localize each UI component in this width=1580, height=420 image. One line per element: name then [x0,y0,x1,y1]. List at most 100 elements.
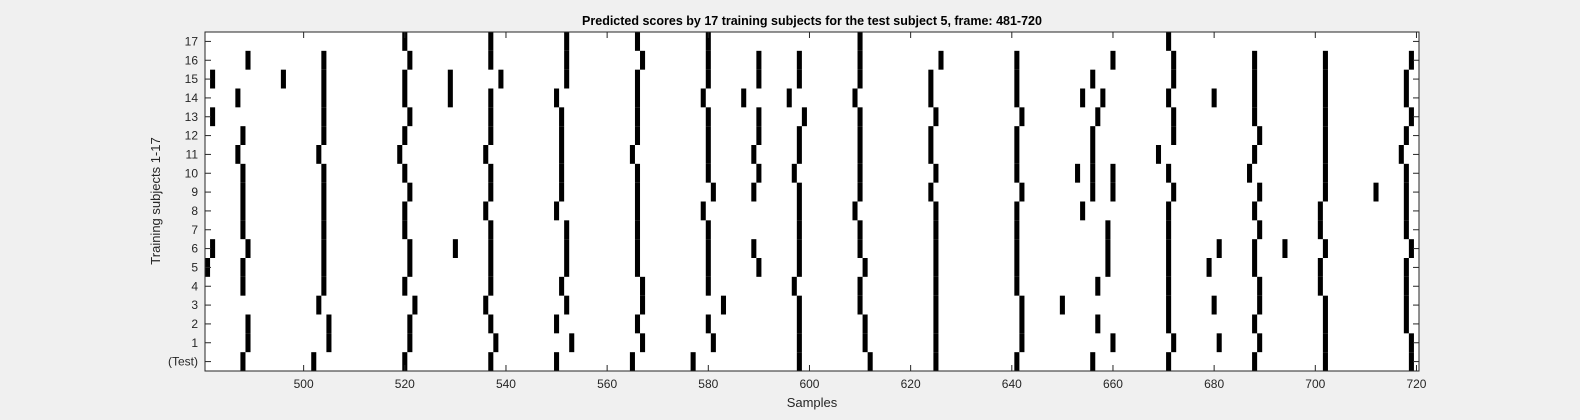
mark-row-11-9 [857,145,863,164]
mark-row-0-9 [933,352,939,371]
mark-row-11-7 [751,145,757,164]
mark-row-8-8 [852,201,858,221]
mark-row-12-14 [1257,126,1263,145]
mark-row-14-9 [786,88,792,108]
mark-row-6-14 [1105,239,1111,258]
mark-row-7-15 [1403,220,1409,240]
mark-row-8-0 [240,201,246,221]
mark-row-0-3 [488,352,494,371]
mark-row-4-10 [1014,276,1020,296]
x-tick-label-2: 540 [496,377,516,391]
mark-row-5-9 [796,258,802,277]
mark-row-7-7 [796,220,802,240]
mark-row-16-15 [1322,50,1328,70]
mark-row-4-1 [321,276,327,296]
mark-row-3-8 [933,295,939,315]
mark-row-6-3 [407,239,413,258]
mark-row-8-7 [796,201,802,221]
y-tick-label-14: 14 [185,91,199,105]
mark-row-0-11 [1090,352,1096,371]
mark-row-10-13 [1090,163,1096,183]
mark-row-1-1 [326,333,332,353]
mark-row-16-8 [796,50,802,70]
mark-row-14-19 [1403,88,1409,108]
mark-row-13-0 [210,107,216,127]
mark-row-15-10 [796,69,802,89]
mark-row-6-19 [1322,239,1328,258]
y-tick-label-17: 17 [185,34,199,48]
y-tick-label-6: 6 [191,242,198,256]
mark-row-17-4 [705,32,711,51]
mark-row-9-12 [1090,182,1096,202]
mark-row-11-12 [1090,145,1096,164]
mark-row-1-10 [1019,333,1025,353]
mark-row-2-11 [1095,314,1101,334]
x-tick-label-11: 720 [1406,377,1426,391]
mark-row-5-15 [1206,258,1212,277]
mark-row-4-5 [640,276,646,296]
mark-row-0-0 [240,352,246,371]
mark-row-3-10 [1059,295,1065,315]
mark-row-10-16 [1247,163,1253,183]
mark-row-13-9 [857,107,863,127]
y-tick-label-8: 8 [191,204,198,218]
mark-row-8-5 [634,201,641,221]
mark-row-12-12 [1090,126,1096,145]
mark-row-2-3 [488,314,494,334]
mark-row-10-1 [321,163,327,183]
mark-row-5-18 [1403,258,1409,277]
mark-row-16-4 [564,50,570,70]
mark-row-13-15 [1322,107,1328,127]
mark-row-10-9 [857,163,863,183]
x-tick-label-10: 700 [1305,377,1325,391]
mark-row-11-16 [1398,145,1404,164]
mark-row-4-15 [1403,276,1409,296]
y-tick-label-16: 16 [185,53,199,67]
y-tick-label-7: 7 [191,223,198,237]
mark-row-9-15 [1257,182,1263,202]
mark-row-2-13 [1252,314,1258,334]
mark-row-9-2 [407,182,413,202]
mark-row-6-5 [488,239,494,258]
mark-row-7-8 [857,220,863,240]
mark-row-16-0 [245,50,251,70]
mark-row-15-0 [210,69,216,89]
mark-row-1-0 [245,333,251,353]
mark-row-0-8 [867,352,873,371]
mark-row-17-3 [634,32,641,51]
mark-row-15-8 [705,69,711,89]
mark-row-16-12 [1110,50,1116,70]
mark-row-11-15 [1322,145,1328,164]
x-tick-label-0: 500 [294,377,314,391]
mark-row-3-0 [316,295,322,315]
mark-row-13-11 [1019,107,1025,127]
mark-row-6-18 [1282,239,1288,258]
mark-row-13-13 [1171,107,1177,127]
mark-row-4-0 [240,276,246,296]
mark-row-11-14 [1252,145,1258,164]
mark-row-6-8 [705,239,711,258]
mark-row-14-16 [1211,88,1217,108]
mark-row-2-15 [1403,314,1409,334]
mark-row-0-2 [402,352,408,371]
mark-row-1-14 [1257,333,1263,353]
mark-row-4-7 [791,276,797,296]
mark-row-14-12 [1014,88,1020,108]
mark-row-12-10 [928,126,934,145]
y-tick-label-12: 12 [185,129,199,143]
mark-row-0-13 [1252,352,1258,371]
mark-row-14-15 [1166,88,1172,108]
x-tick-label-4: 580 [698,377,718,391]
mark-row-11-0 [235,145,241,164]
y-tick-label-2: 2 [191,317,198,331]
x-tick-label-1: 520 [395,377,415,391]
mark-row-13-6 [705,107,711,127]
mark-row-15-11 [857,69,863,89]
mark-row-12-11 [1014,126,1020,145]
mark-row-2-0 [245,314,251,334]
mark-row-15-14 [1090,69,1096,89]
plot-border [204,31,1420,372]
mark-row-1-9 [933,333,939,353]
mark-row-11-1 [316,145,322,164]
mark-row-0-1 [311,352,317,371]
